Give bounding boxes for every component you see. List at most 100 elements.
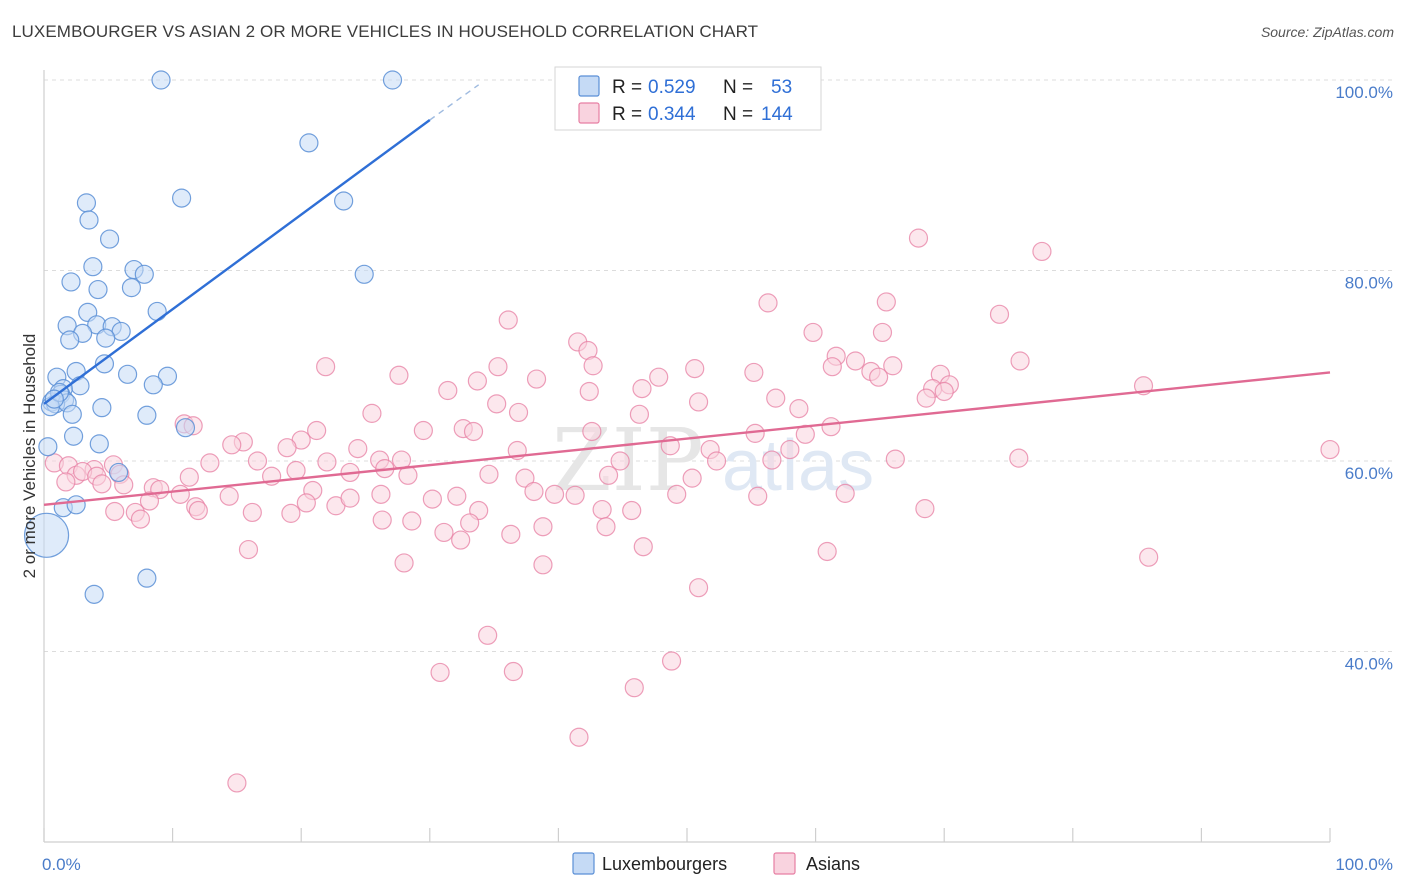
legend-swatch-asians [578, 102, 600, 124]
asians-point [92, 474, 112, 494]
asians-point [533, 517, 553, 537]
chart-source: Source: ZipAtlas.com [1260, 24, 1394, 40]
bottom-legend-swatch-luxembourgers [572, 852, 595, 875]
luxembourgers-point [157, 366, 178, 386]
x-tick-label: 0.0% [42, 855, 81, 874]
asians-point [56, 472, 76, 492]
asians-point [242, 502, 262, 523]
asians-point [758, 293, 778, 313]
asians-point [915, 499, 935, 519]
asians-point [803, 322, 823, 343]
asians-point [413, 420, 433, 441]
legend-n-value-luxembourgers: 53 [771, 77, 792, 98]
asians-point [170, 484, 190, 504]
asians-point [238, 539, 259, 560]
asians-point [130, 509, 151, 529]
asians-point [478, 625, 498, 645]
luxembourgers-point [172, 188, 192, 208]
asians-point [916, 388, 936, 408]
asians-point [277, 438, 297, 458]
asians-point [307, 420, 327, 441]
luxembourgers-trend-line [43, 119, 431, 405]
asians-point [402, 511, 422, 531]
legend-n-value-asians: 144 [761, 104, 793, 125]
asians-point [139, 491, 160, 511]
asians-point [389, 365, 409, 385]
asians-point [596, 517, 616, 537]
asians-point [780, 439, 800, 460]
asians-point [629, 404, 650, 424]
bottom-legend-label-luxembourgers: Luxembourgers [602, 854, 727, 874]
luxembourgers-point [60, 330, 80, 350]
legend-r-value-luxembourgers: 0.529 [648, 77, 696, 98]
asians-trend-line [43, 371, 1331, 507]
luxembourgers-point [137, 568, 157, 588]
luxembourgers-point [299, 133, 319, 153]
legend-n-label-luxembourgers: N = [723, 77, 753, 98]
chart-title: LUXEMBOURGER VS ASIAN 2 OR MORE VEHICLES… [12, 22, 759, 41]
bottom-legend-swatch-asians [773, 852, 796, 875]
luxembourgers-point [92, 398, 112, 418]
asians-point [488, 357, 508, 377]
asians-point [661, 651, 682, 671]
asians-point [105, 501, 125, 522]
asians-point [583, 356, 603, 376]
asians-point [688, 392, 709, 412]
luxembourgers-point [79, 210, 99, 230]
asians-point [394, 553, 414, 573]
asians-point [434, 522, 454, 543]
asians-point [222, 435, 242, 455]
asians-point [821, 417, 841, 437]
asians-point [883, 356, 903, 376]
legend-r-label-asians: R = [612, 104, 642, 125]
luxembourgers-point [137, 405, 157, 425]
asians-point [501, 524, 521, 544]
luxembourgers-point [89, 434, 109, 454]
luxembourgers-trend-extension [429, 84, 480, 121]
asians-point [467, 371, 487, 391]
asians-point [503, 661, 523, 682]
asians-point [633, 537, 653, 557]
luxembourgers-point [382, 70, 403, 90]
asians-point [624, 678, 644, 698]
legend-r-label-luxembourgers: R = [612, 77, 642, 98]
asians-point [762, 450, 782, 470]
luxembourgers-point [66, 495, 86, 515]
y-tick-label: 40.0% [1345, 655, 1393, 674]
asians-point [835, 483, 855, 503]
axes [43, 70, 1330, 843]
luxembourgers-point [61, 272, 81, 292]
luxembourgers-point [121, 278, 142, 298]
asians-point [706, 451, 727, 471]
asians-point [934, 381, 954, 402]
asians-point [188, 500, 208, 521]
tick-labels: 40.0% 60.0% 80.0% 100.0% 0.0% 100.0% [42, 83, 1393, 874]
luxembourgers-point [117, 364, 138, 384]
luxembourgers-point [44, 389, 64, 409]
asians-point [817, 541, 837, 562]
asians-point [592, 499, 612, 520]
asians-point [533, 555, 553, 575]
asians-point [487, 394, 507, 414]
luxembourgers-point [175, 418, 196, 438]
luxembourgers-point [62, 404, 82, 424]
series-asians-points [44, 228, 1340, 793]
asians-point [1032, 241, 1052, 262]
asians-point [179, 467, 199, 487]
y-tick-label: 80.0% [1345, 274, 1393, 293]
x-tick-label: 100.0% [1335, 855, 1393, 874]
asians-point [219, 486, 239, 506]
asians-point [524, 481, 544, 502]
asians-point [649, 367, 669, 387]
asians-point [908, 228, 929, 248]
asians-point [565, 485, 585, 505]
luxembourgers-point [23, 512, 70, 558]
asians-point [789, 399, 809, 419]
y-tick-label: 100.0% [1335, 83, 1393, 102]
asians-point [371, 484, 391, 504]
legend-swatch-luxembourgers [578, 75, 600, 97]
asians-point [508, 402, 529, 423]
luxembourgers-point [76, 193, 97, 213]
asians-point [227, 773, 247, 793]
asians-point [845, 351, 866, 371]
